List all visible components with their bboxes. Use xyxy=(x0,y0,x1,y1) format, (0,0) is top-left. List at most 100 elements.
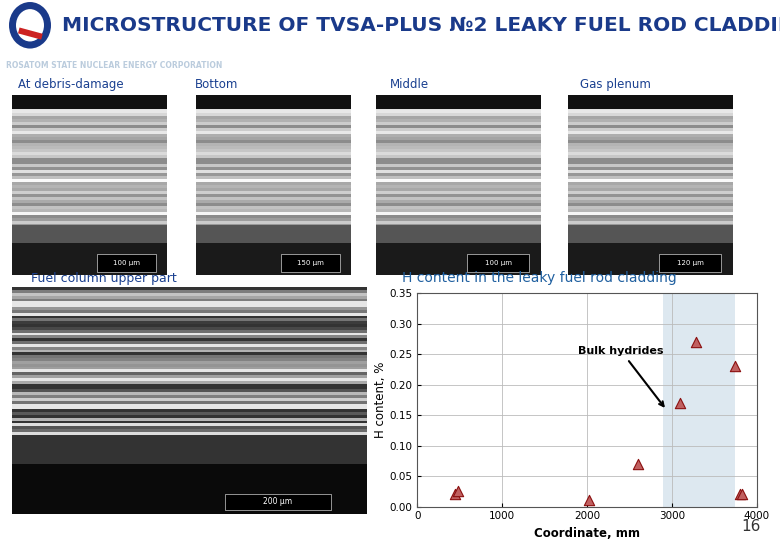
Bar xyxy=(12,333,367,335)
Bar xyxy=(12,98,167,101)
Bar xyxy=(12,378,367,381)
Bar xyxy=(12,451,367,455)
Bar xyxy=(12,158,167,161)
Text: H content in the leaky fuel rod cladding: H content in the leaky fuel rod cladding xyxy=(402,271,676,285)
Point xyxy=(729,362,742,370)
Text: 100 μm: 100 μm xyxy=(484,260,512,266)
Bar xyxy=(196,170,351,173)
Ellipse shape xyxy=(9,2,51,49)
Bar xyxy=(568,182,733,185)
Bar xyxy=(568,128,733,131)
Bar xyxy=(12,415,367,418)
Bar xyxy=(568,227,733,230)
Bar xyxy=(568,212,733,215)
Bar xyxy=(12,344,367,347)
Bar xyxy=(196,264,351,266)
Text: Bottom: Bottom xyxy=(195,78,239,91)
Bar xyxy=(568,248,733,251)
Bar xyxy=(196,95,351,110)
Bar xyxy=(12,227,167,230)
Bar xyxy=(196,116,351,119)
Bar xyxy=(196,158,351,161)
Bar xyxy=(568,161,733,164)
Bar xyxy=(196,131,351,134)
Bar xyxy=(196,218,351,221)
Bar xyxy=(12,409,367,412)
Bar xyxy=(376,230,541,233)
Bar xyxy=(196,194,351,197)
Bar xyxy=(12,143,167,146)
Bar xyxy=(568,188,733,191)
Bar xyxy=(12,500,367,503)
Bar xyxy=(568,210,733,212)
Bar xyxy=(376,243,541,275)
Bar xyxy=(12,367,367,369)
Bar xyxy=(568,266,733,269)
Bar xyxy=(376,113,541,116)
Bar xyxy=(12,384,367,387)
Bar xyxy=(376,224,541,227)
Text: 120 μm: 120 μm xyxy=(677,260,704,266)
Bar xyxy=(466,254,530,272)
Bar xyxy=(12,243,167,275)
Bar xyxy=(196,173,351,176)
Bar xyxy=(568,176,733,179)
Bar xyxy=(12,432,367,435)
Bar xyxy=(196,164,351,167)
Bar xyxy=(568,167,733,170)
Bar xyxy=(12,173,167,176)
Bar xyxy=(196,224,351,227)
Bar xyxy=(568,107,733,110)
Bar xyxy=(196,98,351,101)
Bar xyxy=(12,149,167,152)
Bar xyxy=(568,233,733,237)
Bar xyxy=(12,299,367,301)
Bar xyxy=(568,122,733,125)
Bar xyxy=(12,305,367,307)
Bar xyxy=(196,149,351,152)
Bar xyxy=(12,287,367,290)
Bar xyxy=(196,266,351,269)
Bar xyxy=(376,95,541,98)
Bar xyxy=(376,173,541,176)
Text: 150 μm: 150 μm xyxy=(297,260,324,266)
Bar xyxy=(12,301,367,305)
Bar xyxy=(376,260,541,264)
Bar xyxy=(18,28,43,39)
Bar xyxy=(376,125,541,128)
Bar xyxy=(376,266,541,269)
Bar xyxy=(376,188,541,191)
Bar xyxy=(568,185,733,188)
Bar xyxy=(568,242,733,245)
Bar xyxy=(12,466,367,469)
Bar xyxy=(568,264,733,266)
Bar xyxy=(376,206,541,210)
Bar xyxy=(568,272,733,275)
Bar xyxy=(376,131,541,134)
Bar xyxy=(12,113,167,116)
Bar xyxy=(12,327,367,330)
Bar xyxy=(376,212,541,215)
Bar xyxy=(568,237,733,239)
Bar xyxy=(568,131,733,134)
Bar xyxy=(196,119,351,122)
Bar xyxy=(376,134,541,137)
Bar xyxy=(196,233,351,237)
Bar xyxy=(376,104,541,107)
Bar xyxy=(376,258,541,260)
Bar xyxy=(12,264,167,266)
Bar xyxy=(376,269,541,272)
Bar xyxy=(568,206,733,210)
Bar xyxy=(196,242,351,245)
Bar xyxy=(196,104,351,107)
Text: At debris-damage: At debris-damage xyxy=(18,78,123,91)
Bar xyxy=(376,242,541,245)
Bar xyxy=(12,324,367,327)
Bar xyxy=(376,264,541,266)
Bar xyxy=(12,477,367,480)
Bar xyxy=(196,155,351,158)
Bar xyxy=(12,164,167,167)
Bar xyxy=(568,225,733,243)
Bar xyxy=(12,104,167,107)
Bar xyxy=(568,200,733,203)
